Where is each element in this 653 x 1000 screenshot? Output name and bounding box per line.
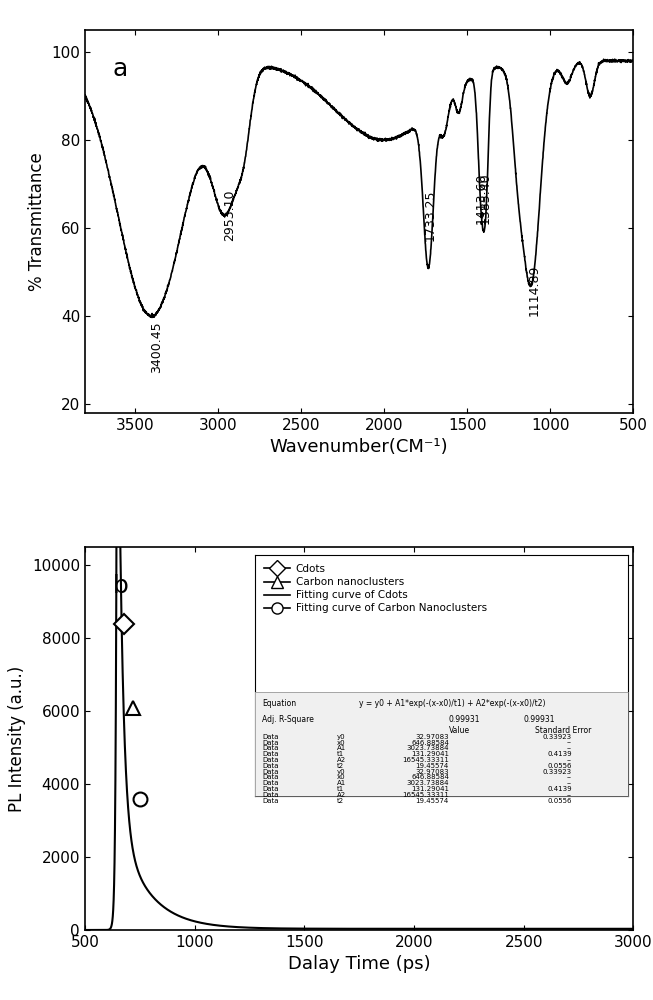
Text: a: a <box>112 57 127 81</box>
X-axis label: Dalay Time (ps): Dalay Time (ps) <box>288 955 430 973</box>
Text: 1114.89: 1114.89 <box>528 265 541 316</box>
Text: 2953.10: 2953.10 <box>223 190 236 241</box>
Text: b: b <box>112 574 128 598</box>
Text: 1413.60: 1413.60 <box>474 172 487 224</box>
Y-axis label: PL Intensity (a.u.): PL Intensity (a.u.) <box>8 665 26 812</box>
X-axis label: Wavenumber(CM⁻¹): Wavenumber(CM⁻¹) <box>270 438 449 456</box>
Y-axis label: % Transmittance: % Transmittance <box>27 152 46 291</box>
Text: 1733.25: 1733.25 <box>424 190 437 241</box>
Text: 1385.40: 1385.40 <box>479 172 492 224</box>
Text: 3400.45: 3400.45 <box>150 322 163 373</box>
